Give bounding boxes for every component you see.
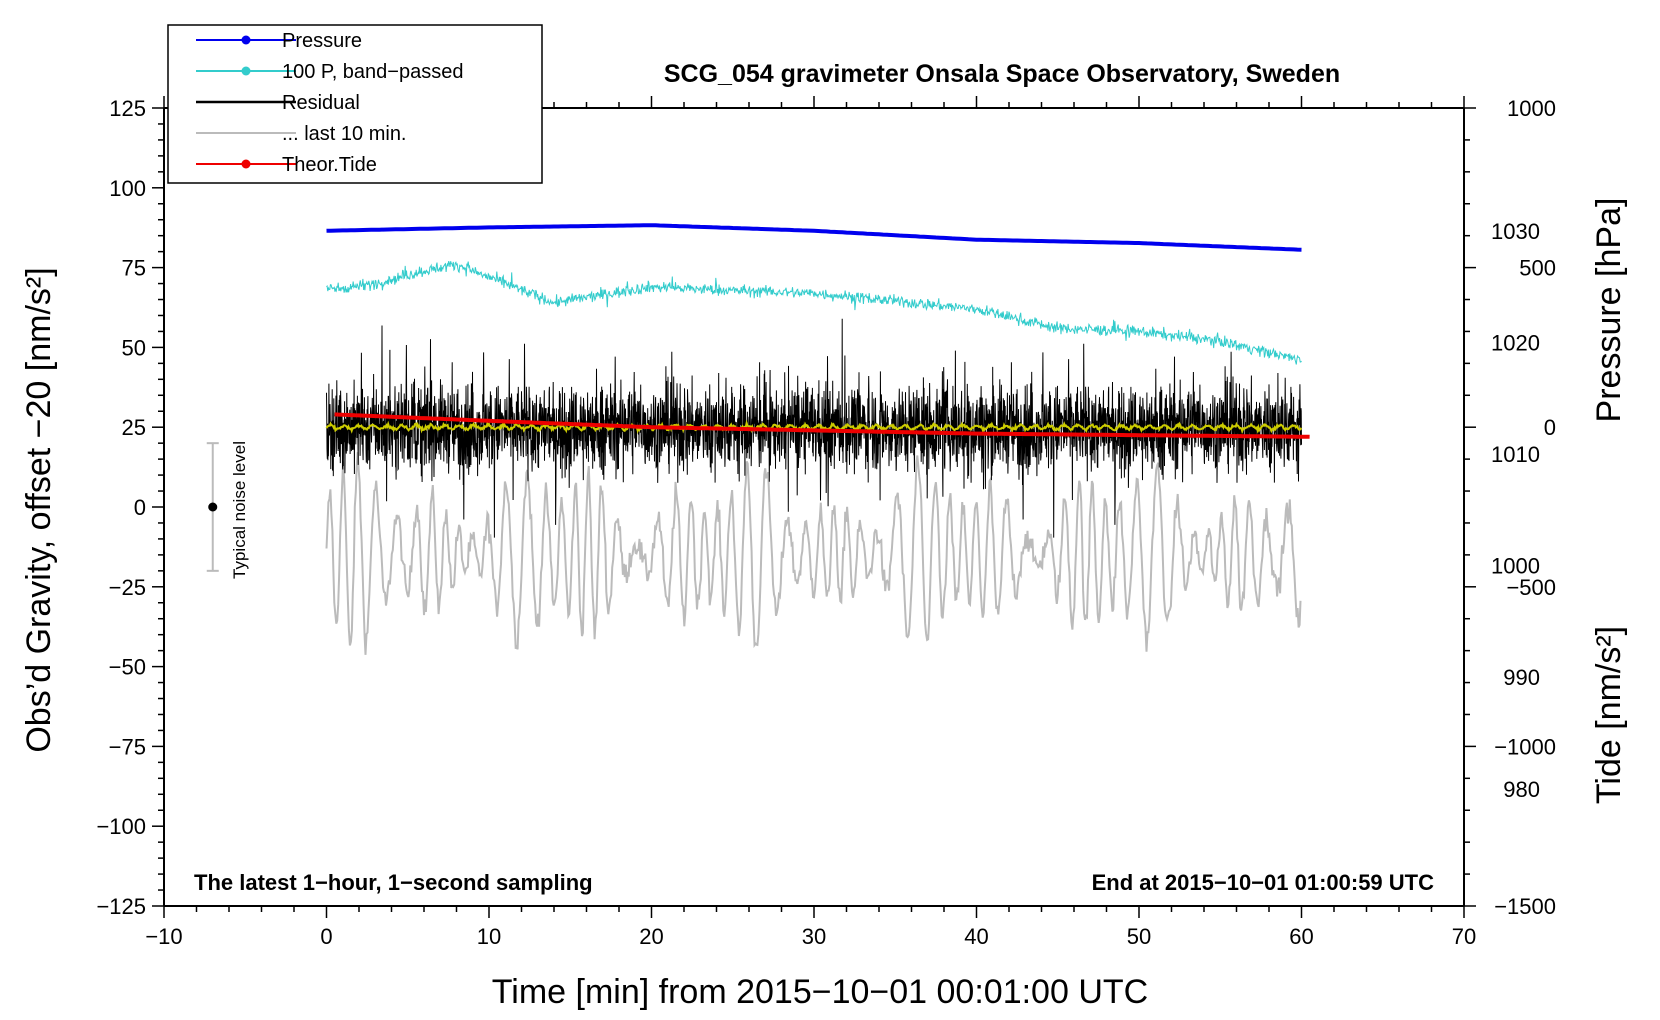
noise-center-dot [208, 502, 218, 512]
pressure-tick-label: 1020 [1491, 330, 1540, 355]
tide-tick-label: 1000 [1507, 96, 1556, 121]
x-tick-label: 0 [320, 924, 332, 949]
legend-item: 100 P, band−passed [196, 61, 463, 83]
legend-item: Theor.Tide [196, 154, 377, 176]
y-axis-title-left: Obs’d Gravity, offset −20 [nm/s²] [20, 267, 58, 752]
series-last10min-line [325, 452, 1302, 655]
y-left-tick-label: −75 [109, 734, 146, 759]
y-left-tick-label: 50 [122, 335, 146, 360]
y-axis-title-pressure: Pressure [hPa] [1590, 198, 1628, 423]
legend-label: Residual [282, 92, 360, 114]
series-pressure-line [326, 223, 1302, 252]
legend-item: ... last 10 min. [196, 123, 407, 145]
legend-box [167, 24, 543, 184]
series-pressure-bandpassed-line [326, 260, 1302, 365]
pressure-tick-label: 980 [1503, 777, 1540, 802]
series-theoretical-tide-line [334, 412, 1310, 439]
legend-label: 100 P, band−passed [282, 61, 463, 83]
noise-indicator [206, 442, 219, 572]
pressure-tick-label: 1010 [1491, 442, 1540, 467]
annotation-sampling: The latest 1−hour, 1−second sampling [194, 870, 593, 895]
tick-layer: −10 0 10 20 30 40 50 60 701251007550250−25−50−75… [96, 96, 1556, 949]
y-left-tick-label: 100 [109, 176, 146, 201]
chart-title: SCG_054 gravimeter Onsala Space Observat… [664, 60, 1340, 88]
y-left-tick-label: 25 [122, 415, 146, 440]
x-tick-label: 70 [1452, 924, 1476, 949]
annotation-end-time: End at 2015−10−01 01:00:59 UTC [1092, 870, 1435, 895]
x-axis-title: Time [min] from 2015−10−01 00:01:00 UTC [492, 973, 1148, 1011]
legend-label: Pressure [282, 30, 362, 52]
legend-label: Theor.Tide [282, 154, 377, 176]
x-tick-label: 50 [1127, 924, 1151, 949]
plot-frame [163, 107, 1465, 907]
x-tick-label: 20 [639, 924, 663, 949]
legend-marker [241, 66, 251, 76]
series-residual-line [326, 318, 1302, 538]
legend: Pressure 100 P, band−passed Residual ... la… [167, 24, 543, 184]
legend-marker [241, 159, 251, 169]
y-left-tick-label: 125 [109, 96, 146, 121]
noise-label: Typical noise level [230, 441, 249, 579]
y-left-tick-label: 75 [122, 256, 146, 281]
x-tick-label: 60 [1289, 924, 1313, 949]
y-left-tick-label: −50 [109, 655, 146, 680]
legend-item: Residual [196, 92, 360, 114]
tide-tick-label: 0 [1544, 415, 1556, 440]
legend-label: ... last 10 min. [282, 123, 407, 145]
x-tick-label: 30 [802, 924, 826, 949]
y-axis-title-tide: Tide [nm/s²] [1590, 626, 1628, 804]
tide-tick-label: −500 [1506, 575, 1556, 600]
y-left-tick-label: 0 [134, 495, 146, 520]
x-tick-label: 40 [964, 924, 988, 949]
series-layer [325, 223, 1310, 655]
legend-item: Pressure [196, 30, 362, 52]
pressure-tick-label: 1000 [1491, 554, 1540, 579]
x-tick-label: −10 [145, 924, 182, 949]
legend-marker [241, 35, 251, 45]
y-left-tick-label: −125 [96, 894, 146, 919]
pressure-tick-label: 990 [1503, 665, 1540, 690]
tide-tick-label: −1000 [1494, 734, 1556, 759]
tide-tick-label: 500 [1519, 256, 1556, 281]
x-tick-label: 10 [477, 924, 501, 949]
tide-tick-label: −1500 [1494, 894, 1556, 919]
pressure-tick-label: 1030 [1491, 219, 1540, 244]
y-left-tick-label: −100 [96, 814, 146, 839]
y-left-tick-label: −25 [109, 575, 146, 600]
